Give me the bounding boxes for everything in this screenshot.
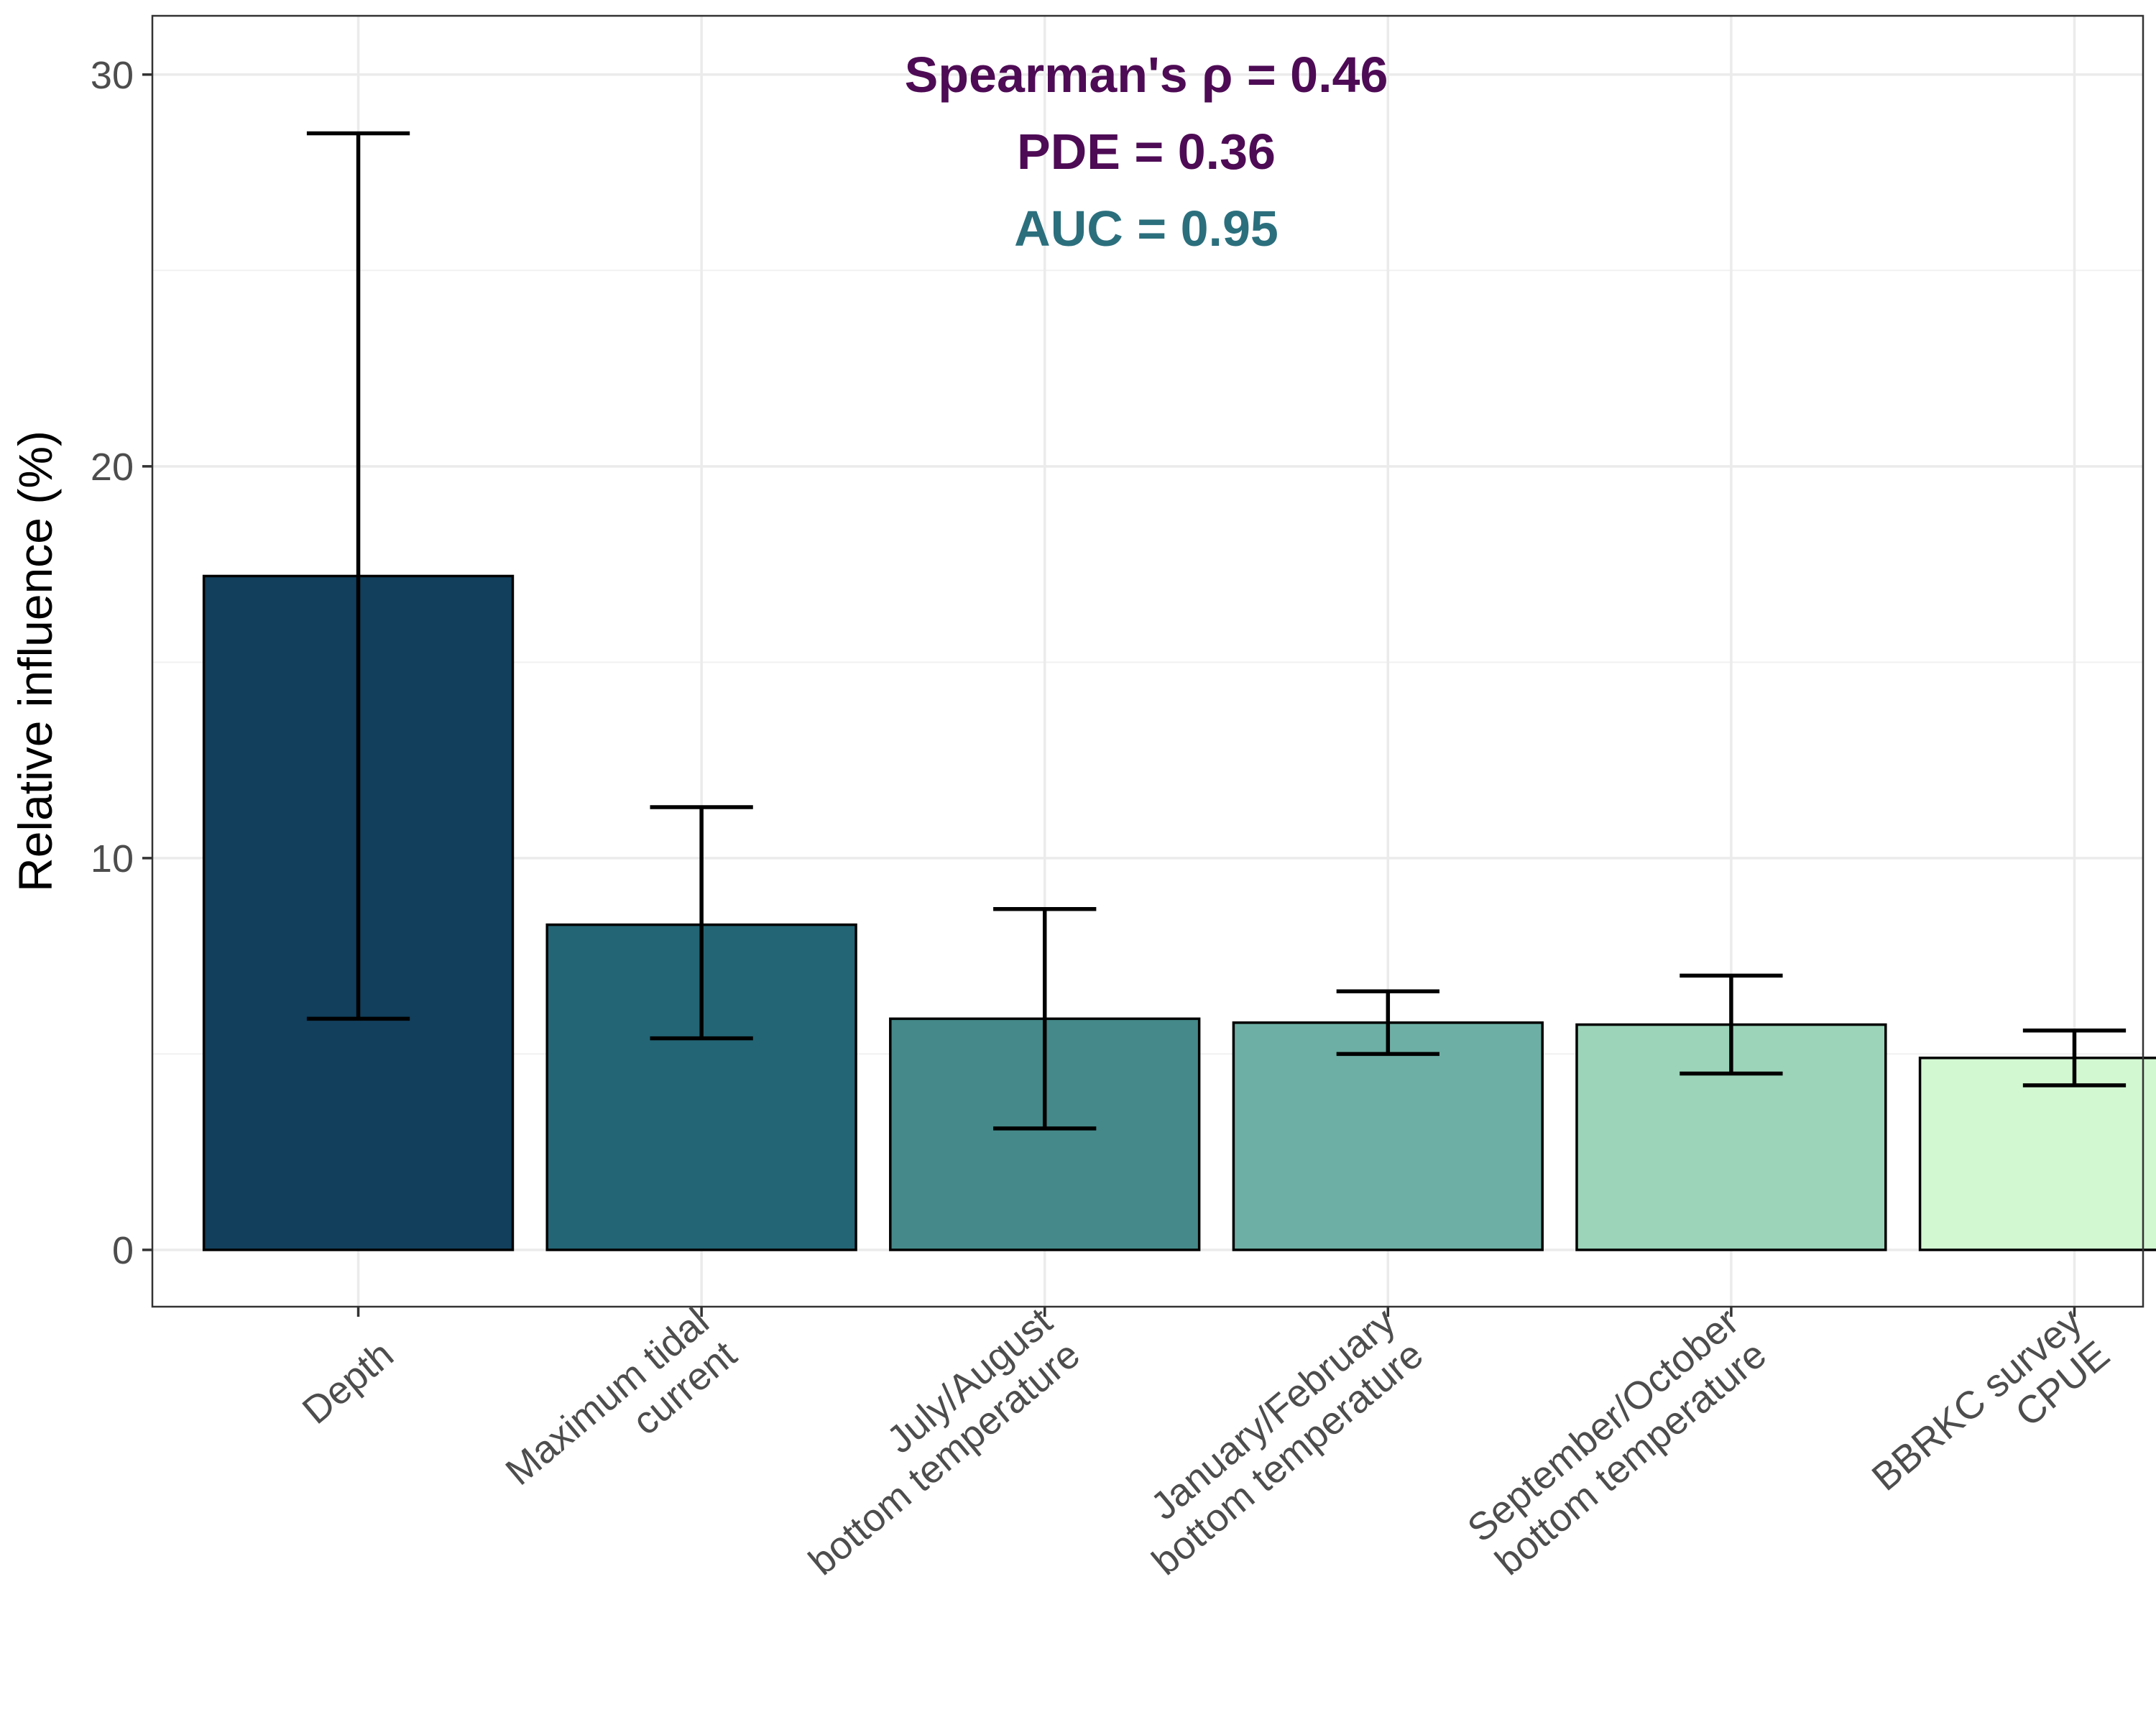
x-tick-label: BBRKC surveyCPUE	[1864, 1300, 2118, 1532]
x-tick-label: Maximum tidalcurrent	[497, 1300, 745, 1527]
error-bar	[650, 805, 753, 1041]
x-tick-label: July/Augustbottom temperature	[773, 1300, 1088, 1583]
error-bars	[306, 131, 2127, 1131]
error-bar	[1336, 989, 1439, 1057]
y-tick-label: 10	[91, 837, 134, 880]
stat-annotation: AUC = 0.95	[1014, 201, 1279, 257]
y-tick-label: 20	[91, 446, 134, 489]
bar	[1918, 1057, 2156, 1251]
bar	[1232, 1021, 1544, 1251]
plot-panel-border	[151, 14, 2145, 1308]
stat-annotation: Spearman's ρ = 0.46	[905, 47, 1388, 103]
x-tick-label-line: bottom temperature	[801, 1333, 1088, 1583]
y-axis: 0 10 20 30	[91, 54, 152, 1272]
x-tick-label: January/Februarybottom temperature	[1116, 1300, 1431, 1583]
error-bar	[2022, 1028, 2127, 1087]
x-tick-label-line: Depth	[295, 1333, 402, 1432]
y-tick-label: 0	[112, 1229, 134, 1272]
y-tick-label: 30	[91, 54, 134, 97]
y-axis-title: Relative influence (%)	[9, 431, 62, 892]
stat-annotation: PDE = 0.36	[1017, 124, 1276, 180]
statistics-annotations: Spearman's ρ = 0.46 PDE = 0.36 AUC = 0.95	[905, 47, 1388, 257]
error-bar	[1680, 973, 1783, 1076]
bar	[889, 1017, 1201, 1251]
x-axis: Depth Maximum tidalcurrent July/Augustbott…	[295, 1300, 2118, 1583]
error-bar	[306, 131, 410, 1021]
x-tick-label: September/Octoberbottom temperature	[1460, 1300, 1774, 1583]
error-bar	[993, 907, 1097, 1131]
x-tick-label: Depth	[295, 1333, 402, 1432]
